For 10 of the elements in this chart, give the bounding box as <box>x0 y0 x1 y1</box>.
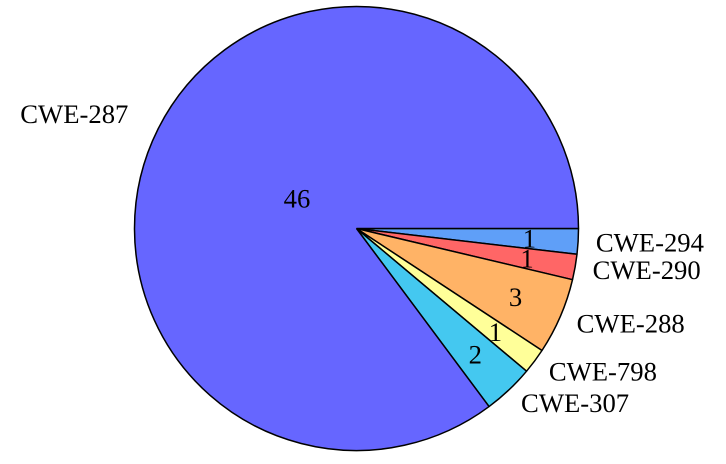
data-label: 2 <box>468 339 482 370</box>
slice-label: CWE-288 <box>576 308 685 338</box>
data-label: 46 <box>284 184 310 214</box>
data-label: 3 <box>508 282 522 312</box>
data-label: 1 <box>488 316 502 347</box>
slice-label: CWE-307 <box>521 388 630 418</box>
slice-label: CWE-290 <box>592 255 701 286</box>
slice-label: CWE-798 <box>548 356 657 387</box>
slice-label: CWE-287 <box>20 98 128 129</box>
slice-label: CWE-294 <box>596 227 704 258</box>
